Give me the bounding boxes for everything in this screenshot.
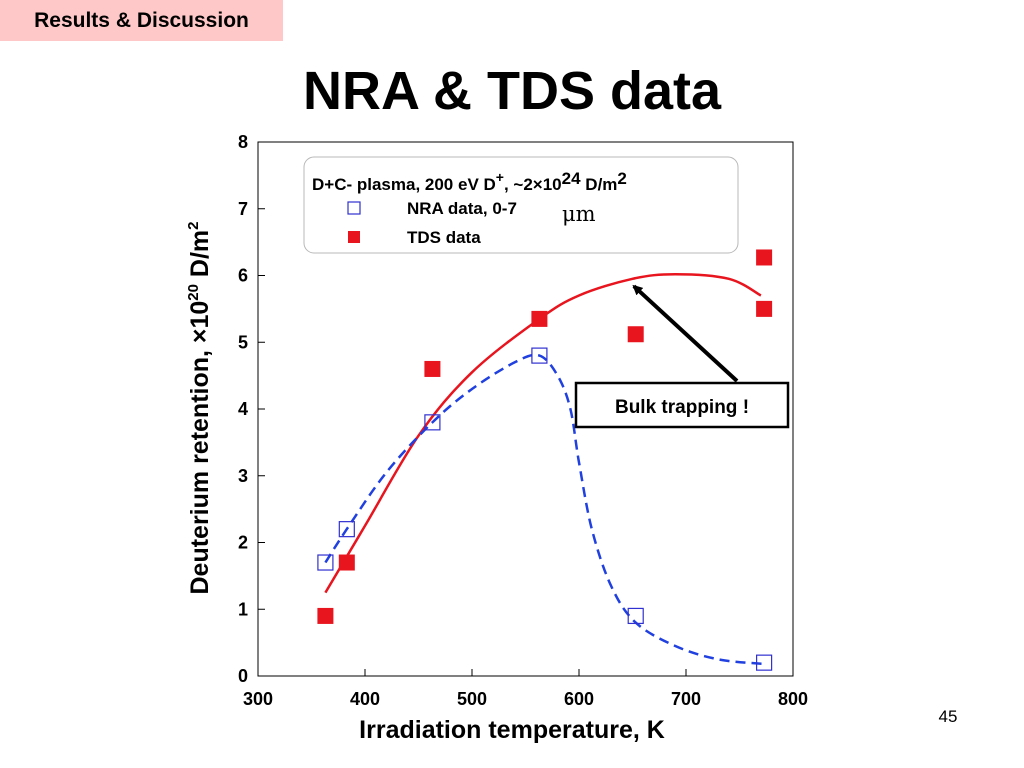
- x-tick-label: 300: [243, 689, 273, 709]
- x-tick-label: 800: [778, 689, 808, 709]
- x-tick-label: 500: [457, 689, 487, 709]
- bulk-trapping-callout: Bulk trapping !: [574, 284, 790, 429]
- data-points: [317, 249, 773, 671]
- tds-point: [424, 360, 441, 377]
- legend-marker-tds: [348, 231, 360, 243]
- y-tick-label: 8: [238, 132, 248, 152]
- y-tick-label: 3: [238, 466, 248, 486]
- tds-point: [317, 607, 334, 624]
- nra-point: [531, 347, 548, 364]
- tds-point: [756, 300, 773, 317]
- page-number: 45: [938, 707, 958, 726]
- y-tick-label: 0: [238, 666, 248, 686]
- y-tick-label: 7: [238, 199, 248, 219]
- legend-label-tds: TDS data: [407, 228, 481, 247]
- legend: D+C- plasma, 200 eV D+, ~2×1024 D/m2 NRA…: [303, 156, 739, 254]
- y-tick-label: 6: [238, 266, 248, 286]
- legend-marker-nra: [347, 201, 361, 215]
- legend-um-unit: μm: [562, 202, 596, 226]
- nra-point: [756, 654, 773, 671]
- y-axis-ticks: 0 1 2 3 4 5 6 7 8: [238, 132, 265, 686]
- nra-fit-curve: [324, 353, 765, 666]
- tds-point: [627, 326, 644, 343]
- legend-title: D+C- plasma, 200 eV D+, ~2×1024 D/m2: [312, 169, 627, 194]
- tds-point: [338, 554, 355, 571]
- y-axis-title: Deuterium retention, ×1020 D/m2: [185, 221, 214, 594]
- y-tick-label: 5: [238, 332, 248, 352]
- nra-point: [317, 554, 334, 571]
- x-tick-label: 400: [350, 689, 380, 709]
- callout-text: Bulk trapping !: [615, 397, 749, 418]
- nra-point: [627, 607, 644, 625]
- tds-point: [531, 310, 548, 327]
- section-tag: Results & Discussion: [0, 0, 283, 41]
- callout-box: [574, 381, 790, 429]
- x-tick-label: 600: [564, 689, 594, 709]
- slide-title: NRA & TDS data: [302, 61, 722, 121]
- x-axis-title: Irradiation temperature, K: [359, 716, 665, 744]
- legend-label-nra: NRA data, 0-7: [407, 199, 517, 218]
- legend-box: [303, 156, 739, 254]
- callout-arrow: [632, 284, 739, 383]
- nra-point: [338, 521, 355, 538]
- tds-point: [756, 249, 773, 266]
- nra-point: [424, 414, 441, 431]
- y-tick-label: 4: [238, 399, 248, 419]
- x-tick-label: 700: [671, 689, 701, 709]
- y-tick-label: 2: [238, 533, 248, 553]
- y-tick-label: 1: [238, 599, 248, 619]
- x-axis-ticks: 300 400 500 600 700 800: [243, 669, 808, 709]
